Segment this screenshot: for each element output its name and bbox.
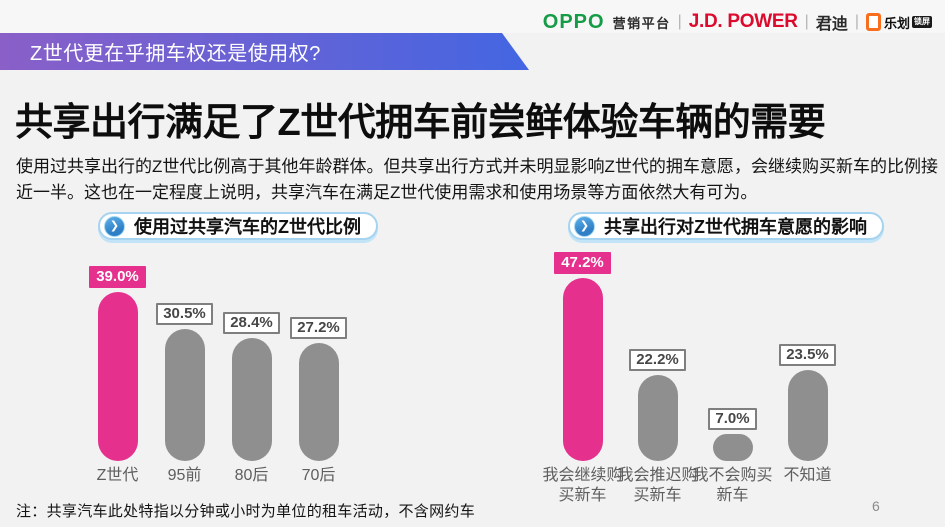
section-banner: Z世代更在乎拥车权还是使用权?: [0, 33, 529, 70]
category-label: Z世代: [96, 467, 139, 484]
jdpower-logo: J.D. POWER: [688, 11, 798, 32]
category-label: 我会推迟购买新车: [617, 467, 698, 504]
jundi-logo: 君迪: [815, 16, 848, 33]
category-label: 95前: [167, 467, 202, 484]
oppo-logo: OPPO: [542, 10, 605, 33]
value-chip: 30.5%: [156, 303, 213, 325]
bar-group: 7.0% 我不会购买新车: [692, 254, 773, 506]
bar: [231, 338, 272, 461]
value-chip: 28.4%: [223, 312, 280, 334]
divider: |: [804, 13, 809, 30]
value-chip: 23.5%: [779, 344, 836, 366]
bar-group: 47.2% 我会继续购买新车: [542, 252, 623, 506]
bar: [298, 343, 339, 461]
page-title: 共享出行满足了Z世代拥车前尝鲜体验车辆的需要: [15, 102, 826, 145]
bar-group: 22.2% 我会推迟购买新车: [617, 254, 698, 506]
value-chip: 39.0%: [89, 266, 146, 288]
footnote: 注：共享汽车此处特指以分钟或小时为单位的租车活动，不含网约车: [16, 503, 476, 520]
chart-title-right: 共享出行对Z世代拥车意愿的影响: [604, 217, 867, 237]
chart-header-left: ❯ 使用过共享汽车的Z世代比例: [98, 212, 378, 240]
value-chip: 27.2%: [290, 317, 347, 339]
lockscreen-badge: 锁屏: [912, 16, 932, 28]
bar-group: 23.5% 不知道: [770, 254, 845, 506]
bar-chart-share-usage: 39.0% Z世代 30.5% 95前 28.4% 80后 27.2% 70后: [84, 266, 352, 488]
value-chip: 7.0%: [708, 408, 757, 430]
intro-paragraph: 使用过共享出行的Z世代比例高于其他年龄群体。但共享出行方式并未明显影响Z世代的拥…: [16, 157, 938, 202]
chevron-right-icon: ❯: [574, 215, 595, 237]
divider: |: [677, 13, 682, 30]
category-label: 80后: [234, 467, 269, 484]
chart-title-left: 使用过共享汽车的Z世代比例: [134, 217, 361, 237]
category-label: 不知道: [783, 467, 832, 484]
lehua-logo: 乐划: [883, 15, 910, 31]
chevron-right-icon: ❯: [104, 215, 125, 237]
bar-group: 30.5% 95前: [151, 268, 218, 488]
bar: [164, 329, 205, 461]
page-number: 6: [872, 498, 880, 514]
category-label: 我会继续购买新车: [542, 467, 623, 504]
value-chip: 22.2%: [629, 349, 686, 371]
value-chip: 47.2%: [554, 252, 611, 274]
category-label: 我不会购买新车: [692, 467, 773, 504]
bar-group: 39.0% Z世代: [84, 266, 151, 488]
bar: [712, 434, 753, 461]
lehua-icon: [865, 13, 881, 31]
bar: [562, 278, 603, 461]
divider: |: [854, 13, 859, 30]
section-banner-text: Z世代更在乎拥车权还是使用权?: [30, 43, 321, 65]
bar-group: 28.4% 80后: [218, 268, 285, 488]
header-strip: [0, 0, 945, 33]
logo-bar: OPPO 营销平台 | J.D. POWER | 君迪 | 乐划 锁屏: [543, 10, 932, 34]
bar-chart-purchase-intent: 47.2% 我会继续购买新车 22.2% 我会推迟购买新车 7.0% 我不会购买新车 23.…: [542, 252, 845, 506]
bar: [787, 370, 828, 461]
bar-group: 27.2% 70后: [285, 268, 352, 488]
chart-header-right: ❯ 共享出行对Z世代拥车意愿的影响: [568, 212, 884, 240]
bar: [97, 292, 138, 461]
oppo-marketing-platform-label: 营销平台: [612, 15, 671, 31]
category-label: 70后: [301, 467, 336, 484]
bar: [637, 375, 678, 461]
